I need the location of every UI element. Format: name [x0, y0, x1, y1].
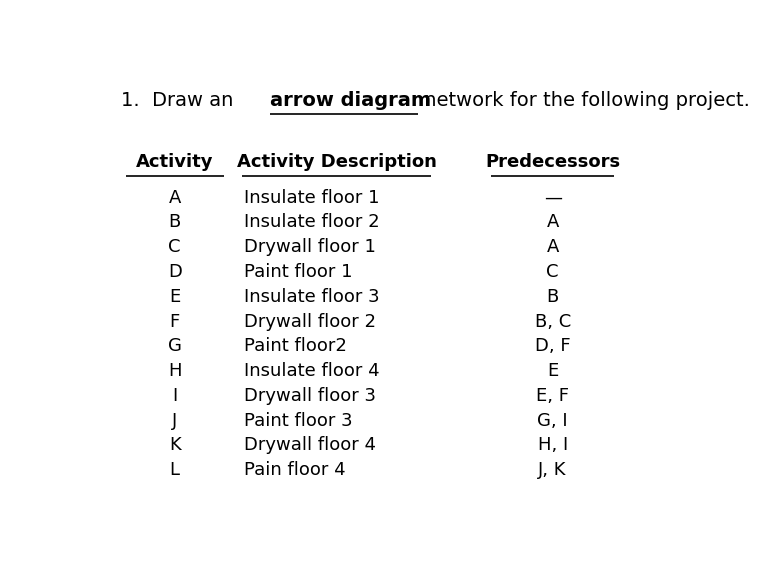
Text: arrow diagram: arrow diagram — [269, 91, 430, 110]
Text: Drywall floor 4: Drywall floor 4 — [244, 436, 375, 454]
Text: Activity Description: Activity Description — [237, 153, 437, 171]
Text: network for the following project.: network for the following project. — [418, 91, 750, 110]
Text: Paint floor 3: Paint floor 3 — [244, 412, 352, 430]
Text: Insulate floor 4: Insulate floor 4 — [244, 362, 379, 380]
Text: B: B — [546, 288, 559, 306]
Text: B: B — [169, 213, 181, 231]
Text: Paint floor2: Paint floor2 — [244, 338, 347, 355]
Text: Insulate floor 3: Insulate floor 3 — [244, 288, 379, 306]
Text: K: K — [169, 436, 180, 454]
Text: F: F — [170, 313, 180, 331]
Text: Paint floor 1: Paint floor 1 — [244, 263, 352, 281]
Text: G: G — [168, 338, 182, 355]
Text: Insulate floor 1: Insulate floor 1 — [244, 189, 379, 206]
Text: Drywall floor 2: Drywall floor 2 — [244, 313, 375, 331]
Text: Activity: Activity — [136, 153, 214, 171]
Text: E, F: E, F — [536, 387, 569, 405]
Text: C: C — [169, 238, 181, 256]
Text: 1.  Draw an: 1. Draw an — [121, 91, 239, 110]
Text: H: H — [168, 362, 181, 380]
Text: D: D — [168, 263, 182, 281]
Text: A: A — [546, 213, 559, 231]
Text: Predecessors: Predecessors — [485, 153, 620, 171]
Text: Insulate floor 2: Insulate floor 2 — [244, 213, 379, 231]
Text: A: A — [546, 238, 559, 256]
Text: C: C — [546, 263, 559, 281]
Text: J: J — [172, 412, 177, 430]
Text: J, K: J, K — [539, 461, 567, 480]
Text: E: E — [169, 288, 180, 306]
Text: —: — — [543, 189, 562, 206]
Text: A: A — [169, 189, 181, 206]
Text: I: I — [172, 387, 177, 405]
Text: G, I: G, I — [537, 412, 568, 430]
Text: E: E — [547, 362, 558, 380]
Text: Drywall floor 1: Drywall floor 1 — [244, 238, 375, 256]
Text: L: L — [170, 461, 180, 480]
Text: Pain floor 4: Pain floor 4 — [244, 461, 345, 480]
Text: D, F: D, F — [535, 338, 570, 355]
Text: B, C: B, C — [535, 313, 570, 331]
Text: Drywall floor 3: Drywall floor 3 — [244, 387, 375, 405]
Text: H, I: H, I — [537, 436, 568, 454]
